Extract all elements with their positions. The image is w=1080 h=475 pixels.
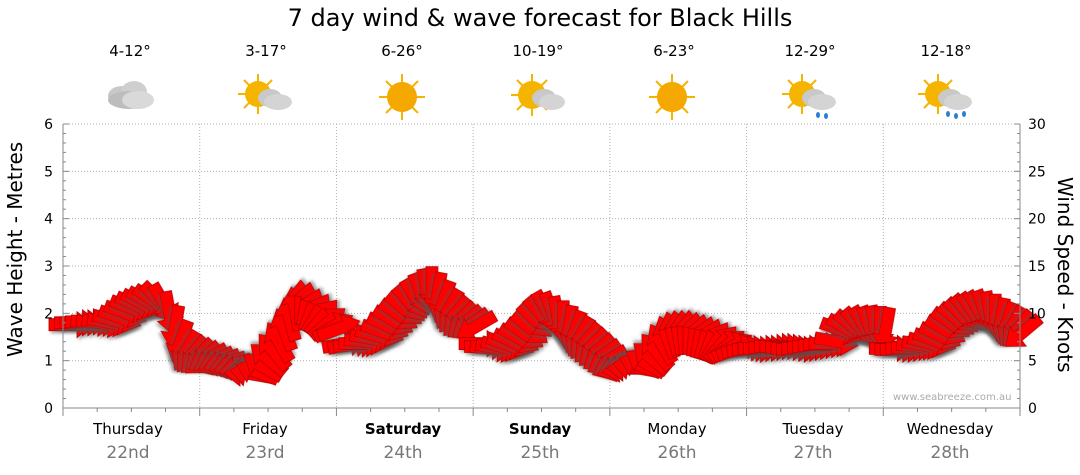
- y2-tick-label: 15: [1028, 259, 1046, 275]
- sunny-icon: [379, 74, 425, 120]
- date-label: 24th: [383, 443, 423, 463]
- day-label: Wednesday: [906, 420, 994, 438]
- y-tick-label: 2: [44, 306, 53, 322]
- temp-label: 4-12°: [109, 42, 151, 60]
- date-label: 25th: [520, 443, 560, 463]
- y-tick-label: 4: [44, 212, 53, 228]
- y2-tick-label: 0: [1028, 401, 1037, 417]
- cloudy-icon: [108, 81, 154, 109]
- partly-cloudy-icon: [238, 74, 292, 114]
- y-tick-label: 6: [44, 117, 53, 133]
- y2-tick-label: 20: [1028, 212, 1046, 228]
- axes: 0 1 2 3 4 5 6 0 5 10 15 20 25 30: [44, 117, 1046, 417]
- date-label: 22nd: [106, 443, 150, 463]
- y-axis-title: Wave Height - Metres: [3, 141, 27, 357]
- y2-tick-label: 5: [1028, 354, 1037, 370]
- date-label: 26th: [657, 443, 697, 463]
- y2-axis-title: Wind Speed - Knots: [1053, 177, 1077, 373]
- temp-label: 12-18°: [920, 42, 972, 60]
- y-tick-label: 5: [44, 164, 53, 180]
- day-label: Monday: [647, 420, 707, 438]
- sunny-icon: [649, 74, 695, 120]
- wind-arrow: [1005, 312, 1044, 347]
- shower-icon: [782, 74, 836, 119]
- chart-title: 7 day wind & wave forecast for Black Hil…: [287, 4, 793, 32]
- day-label: Tuesday: [782, 420, 844, 438]
- date-label: 28th: [930, 443, 970, 463]
- temp-label: 12-29°: [784, 42, 836, 60]
- wind-arrow: [456, 309, 499, 342]
- y-tick-label: 0: [44, 401, 53, 417]
- temp-label: 3-17°: [245, 42, 287, 60]
- day-label: Saturday: [364, 420, 442, 438]
- wind-arrows: [48, 266, 1044, 387]
- partly-cloudy-icon: [511, 74, 565, 116]
- y-tick-label: 1: [44, 354, 53, 370]
- temp-label: 6-23°: [653, 42, 695, 60]
- temp-label: 10-19°: [512, 42, 564, 60]
- date-label: 27th: [793, 443, 833, 463]
- date-label: 23rd: [245, 443, 285, 463]
- day-label: Sunday: [508, 420, 572, 438]
- y2-tick-label: 10: [1028, 306, 1046, 322]
- credit-text: www.seabreeze.com.au: [893, 392, 1012, 403]
- day-label: Thursday: [93, 420, 163, 438]
- y2-tick-label: 30: [1028, 117, 1046, 133]
- temp-label: 6-26°: [381, 42, 423, 60]
- y-tick-label: 3: [44, 259, 53, 275]
- y2-tick-label: 25: [1028, 164, 1046, 180]
- day-label: Friday: [242, 420, 288, 438]
- rain-icon: [918, 74, 972, 119]
